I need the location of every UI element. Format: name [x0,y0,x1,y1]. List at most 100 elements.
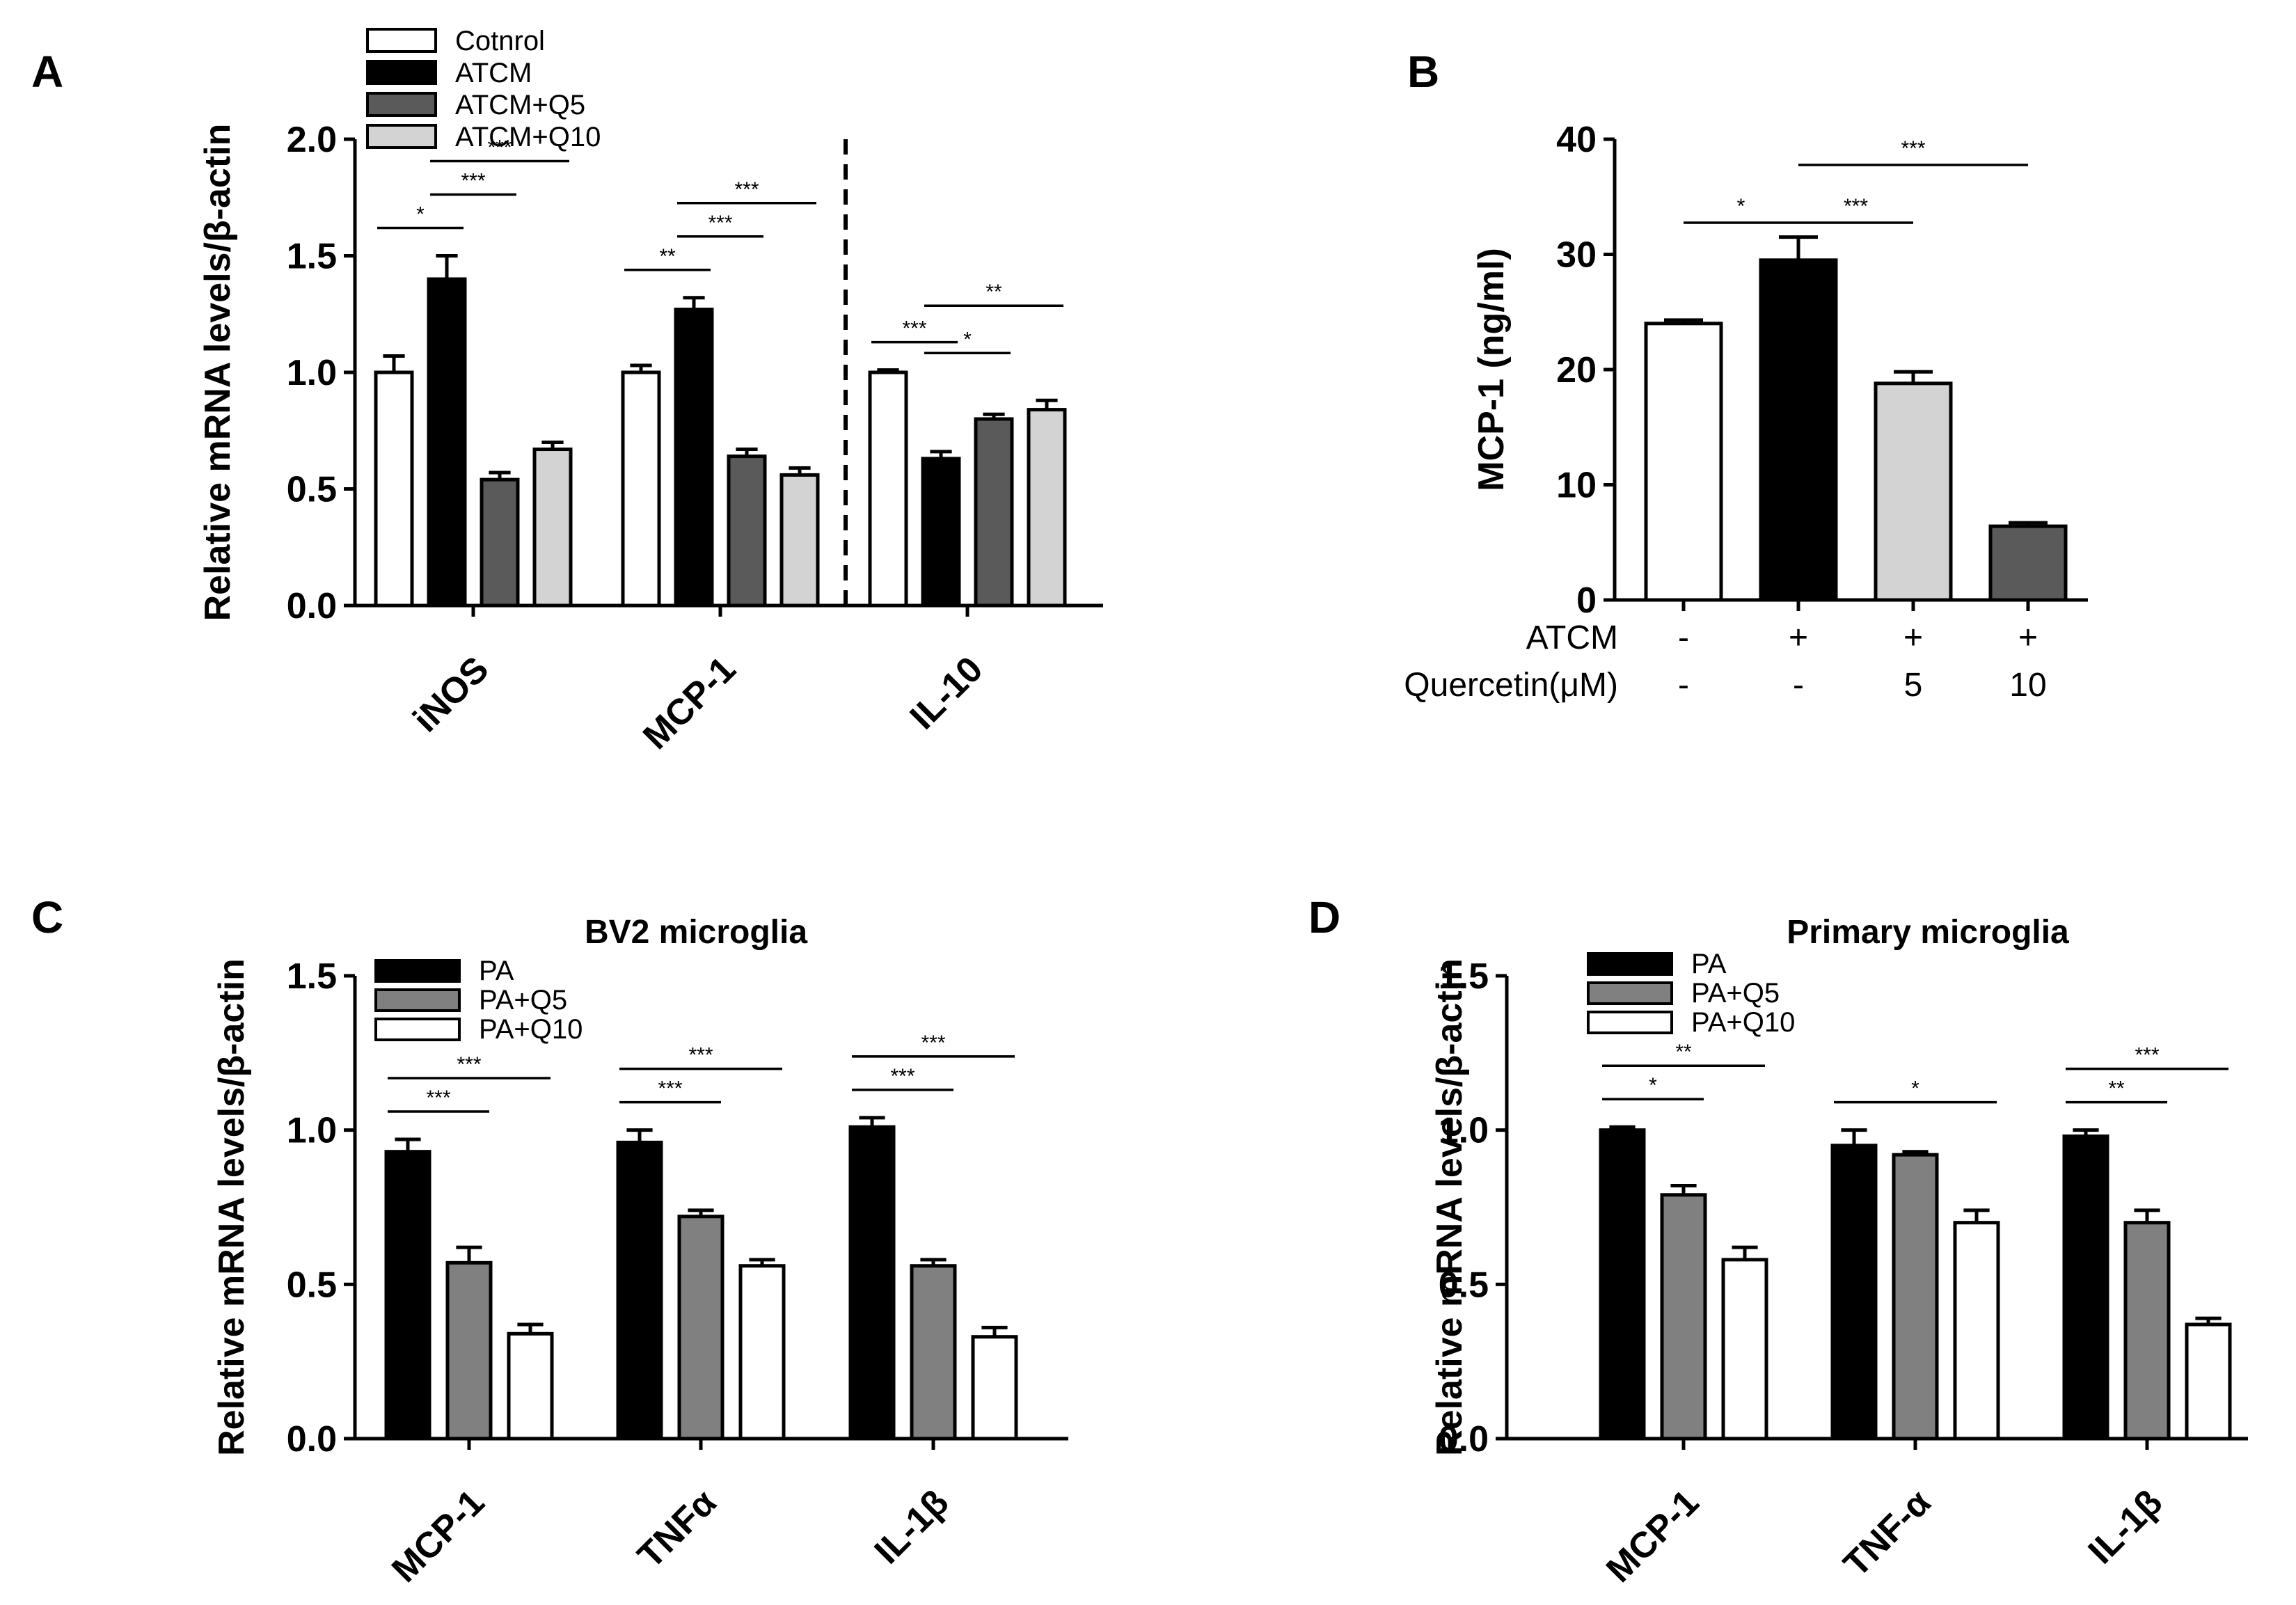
condition-label: ATCM [1526,619,1618,656]
significance-label: *** [921,1031,945,1054]
bar-il-10-atcm [921,457,961,608]
bar-mcp-1-pa-q10 [507,1331,554,1441]
condition-value: + [1789,619,1808,656]
significance-label: *** [426,1086,450,1109]
legend-swatch-pa-q10 [1587,1011,1673,1034]
legend-swatch-atcm-q10 [366,124,437,149]
significance-label: *** [461,170,485,193]
bar-il-10-cotnrol [868,370,908,608]
y-axis-label: Relative mRNA levels/β-actin [198,124,238,622]
y-tick-label: 1.0 [287,1111,337,1151]
bar-mcp-1-pa [384,1150,432,1441]
chart-title: Primary microglia [1787,914,2069,951]
bar-il-1-pa [2062,1134,2109,1441]
x-category-label: IL-1β [2081,1482,2171,1572]
significance-label: * [1737,195,1745,218]
legend-label: PA [1691,949,1727,979]
significance-label: *** [487,136,512,159]
y-tick-label: 1.0 [1439,1111,1489,1151]
panel-letter-c: C [31,892,63,942]
bar-mcp-1-atcm [674,308,714,608]
bar-mcp-1-cotnrol [621,370,661,608]
legend-label: PA+Q5 [479,985,567,1015]
chart-title: BV2 microglia [585,914,807,951]
x-category-label: MCP-1 [635,649,743,757]
significance-label: *** [2135,1044,2159,1067]
significance-label: *** [890,1065,915,1088]
condition-value: 10 [2009,667,2046,704]
condition-value: + [1903,619,1923,656]
y-axis-label: Relative mRNA levels/β-actin [212,958,252,1456]
legend-swatch-pa-q10 [374,1018,461,1041]
bar-tnf-pa-q5 [677,1215,725,1441]
bar-2 [1874,381,1953,602]
significance-label: *** [902,317,926,340]
significance-label: * [1911,1077,1919,1100]
bar-inos-cotnrol [374,370,414,608]
condition-value: - [1678,667,1689,704]
y-tick-label: 0.0 [287,1419,337,1460]
x-category-label: IL-1β [867,1482,957,1572]
bar-inos-atcm-q10 [532,448,573,608]
x-category-label: TNF-α [1836,1482,1938,1584]
y-tick-label: 0.0 [287,586,337,626]
legend-swatch-pa-q5 [1587,981,1673,1005]
bar-1 [1759,258,1838,602]
bar-tnf-pa-q5 [1892,1153,1939,1441]
legend-swatch-atcm [366,60,437,85]
legend-label: PA [479,956,514,986]
panel-letter-b: B [1407,47,1439,97]
y-tick-label: 20 [1556,350,1597,390]
condition-value: + [2018,619,2038,656]
condition-label: Quercetin(μM) [1404,667,1618,704]
bar-il-10-atcm-q10 [1027,408,1067,608]
bar-il-1-pa-q10 [971,1335,1018,1441]
y-tick-label: 30 [1556,235,1597,276]
x-category-label: IL-10 [903,649,991,737]
bar-mcp-1-pa-q5 [1660,1193,1707,1441]
bar-mcp-1-atcm-q5 [727,454,767,608]
legend-swatch-pa [1587,952,1673,976]
legend-swatch-atcm-q5 [366,92,437,117]
y-tick-label: 0 [1576,580,1597,621]
condition-value: 5 [1904,667,1923,704]
y-tick-label: 0.0 [1439,1419,1489,1460]
bar-tnf-pa [1830,1144,1878,1441]
bar-il-1-pa-q5 [910,1264,957,1441]
significance-label: *** [688,1044,713,1067]
legend-swatch-cotnrol [366,28,437,53]
bar-tnf-pa-q10 [1953,1221,2000,1441]
bar-tnf-pa [616,1140,663,1441]
legend-label: ATCM+Q5 [455,90,585,120]
panel-letter-a: A [31,47,63,97]
legend-label: ATCM [455,58,532,88]
bar-mcp-1-pa-q10 [1721,1258,1768,1441]
y-tick-label: 2.0 [287,120,337,160]
x-category-label: MCP-1 [384,1482,492,1590]
y-tick-label: 10 [1556,466,1597,506]
significance-label: ** [659,245,676,268]
significance-label: *** [658,1077,682,1100]
y-tick-label: 1.0 [287,353,337,393]
significance-label: ** [1675,1041,1692,1064]
bar-mcp-1-pa-q5 [445,1260,493,1441]
legend-label: PA+Q10 [479,1014,583,1045]
legend-label: PA+Q10 [1691,1007,1795,1038]
bar-il-1-pa [848,1125,896,1441]
x-category-label: TNFα [630,1482,724,1576]
bar-0 [1644,322,1723,602]
x-category-label: MCP-1 [1599,1482,1707,1590]
significance-label: *** [708,212,732,235]
panel-c: 0.0 0.5 1.0 1.5 Relative mRNA levels/β-actin… [212,914,1068,1590]
bar-il-10-atcm-q5 [974,417,1014,608]
panel-b: 0 10 20 30 40 MCP-1 (ng/ml) ATCM - + + + Quercetin(… [1404,120,2088,704]
panel-a: 0.0 0.5 1.0 1.5 2.0 Relative mRNA levels/β-ac… [198,26,1103,757]
bar-il-1-pa-q10 [2185,1322,2232,1441]
y-tick-label: 1.5 [1439,956,1489,997]
panel-letter-d: D [1308,892,1340,942]
y-axis-label: MCP-1 (ng/ml) [1471,248,1512,491]
bar-mcp-1-atcm-q10 [779,473,820,608]
bar-inos-atcm [427,277,467,608]
significance-label: ** [985,280,1002,303]
